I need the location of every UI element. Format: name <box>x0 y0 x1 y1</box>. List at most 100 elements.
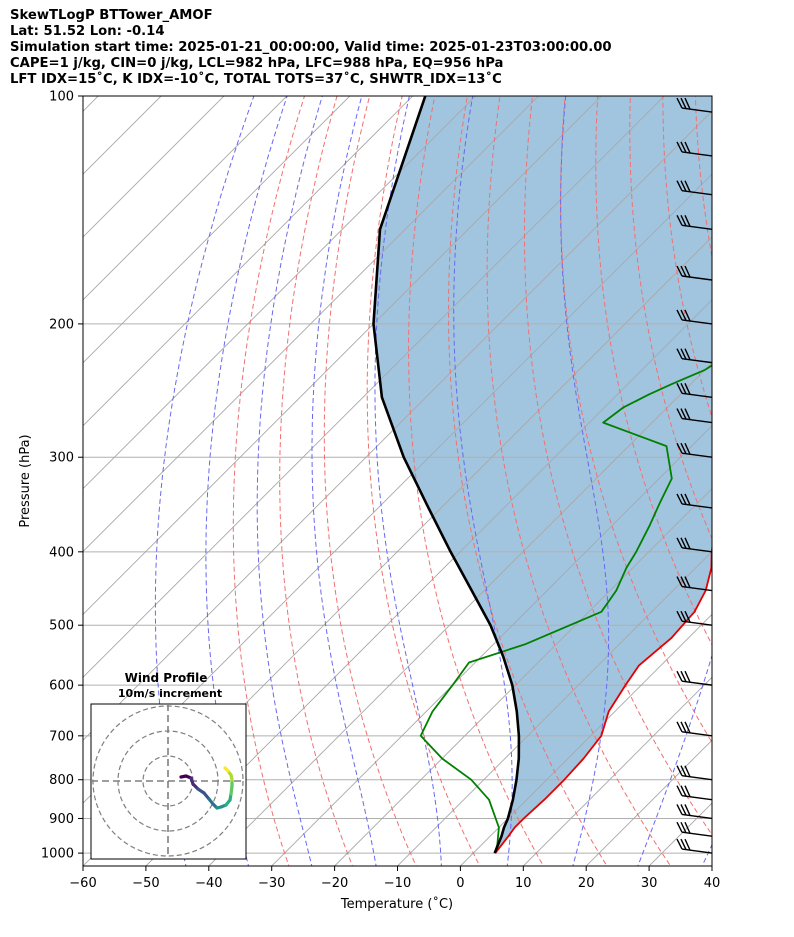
wind-barb-feather <box>676 215 683 226</box>
isotherm-line <box>83 96 225 238</box>
wind-barb-feather <box>684 821 691 834</box>
dry-adiabat-line <box>524 96 712 836</box>
wind-barb-feather <box>680 348 687 360</box>
wind-barb-feather <box>676 670 683 682</box>
x-tick-label: −20 <box>321 876 348 891</box>
time-line: Simulation start time: 2025-01-21_00:00:… <box>10 40 612 55</box>
wind-barb-feather <box>680 785 687 797</box>
isotherm-line <box>83 96 665 678</box>
wind-barb-feather <box>680 309 687 321</box>
wind-barb-staff <box>681 775 712 781</box>
wind-barb-feather <box>676 838 683 850</box>
isotherm-line <box>83 96 540 553</box>
dry-adiabat-line <box>790 61 794 884</box>
wind-barb-feather <box>676 821 683 833</box>
x-tick-label: −10 <box>384 876 411 891</box>
wind-barb-staff <box>681 503 712 509</box>
wind-barb-feather <box>680 97 687 109</box>
wind-barb-staff <box>681 107 712 113</box>
wind-barb-staff <box>681 794 712 801</box>
moist-adiabat-line <box>637 653 712 866</box>
dry-adiabat-line <box>560 96 712 744</box>
wind-barb-feather <box>684 576 691 588</box>
wind-barb-staff <box>681 224 712 231</box>
moist-adiabat-line <box>453 96 513 866</box>
wind-barb <box>676 821 712 837</box>
isotherm-line <box>396 550 712 866</box>
wind-barb-feather <box>680 537 687 549</box>
wind-barb <box>676 265 712 281</box>
wind-barb <box>676 442 712 458</box>
dry-adiabat-line <box>366 96 481 866</box>
wind-barb-feather <box>680 765 687 777</box>
wind-barb-feather <box>680 804 687 816</box>
wind-barb <box>676 804 712 820</box>
cape-shading <box>373 96 712 854</box>
wind-barb-feather <box>676 348 683 359</box>
wind-barb-feather <box>676 309 683 321</box>
wind-barb-feather <box>684 215 691 227</box>
wind-barb <box>676 180 712 196</box>
wind-barb-feather <box>684 442 691 455</box>
wind-barb <box>676 670 712 686</box>
cape-line: CAPE=1 j/kg, CIN=0 j/kg, LCL=982 hPa, LF… <box>10 56 504 71</box>
wind-barb-feather <box>676 180 683 191</box>
wind-barb-feather <box>676 141 683 153</box>
moist-adiabat-line <box>256 96 323 866</box>
y-tick-label: 100 <box>49 90 74 105</box>
location-line: Lat: 51.52 Lon: -0.14 <box>10 24 165 39</box>
wind-barb-staff <box>681 848 712 854</box>
wind-barb-feather <box>680 408 687 420</box>
wind-barb-feather <box>684 838 691 851</box>
wind-barb-feather <box>684 408 691 420</box>
wind-barb <box>676 97 712 113</box>
wind-barb <box>676 721 712 737</box>
wind-barb-feather <box>680 821 687 834</box>
y-tick-label: 1000 <box>41 847 74 862</box>
wind-barb <box>676 408 712 424</box>
wind-barb-feather <box>684 670 691 683</box>
wind-barb-feather <box>680 721 687 733</box>
wind-barb-feather <box>676 576 683 587</box>
wind-barb-feather <box>676 721 683 733</box>
wind-barb <box>676 493 712 509</box>
indices-line: LFT IDX=15˚C, K IDX=-10˚C, TOTAL TOTS=37… <box>10 72 502 87</box>
y-tick-label: 200 <box>49 317 74 332</box>
isotherm-line <box>83 110 712 741</box>
moist-adiabat-line <box>560 96 610 866</box>
wind-barb <box>676 382 712 398</box>
wind-barb-staff <box>681 319 712 325</box>
wind-barb-feather <box>676 785 683 796</box>
y-tick-label: 300 <box>49 451 74 466</box>
wind-barb-staff <box>681 731 712 737</box>
wind-barb-feather <box>684 180 691 192</box>
dry-adiabat-line <box>629 96 712 540</box>
wind-barb-feather <box>684 610 691 623</box>
wind-barb-staff <box>681 585 712 592</box>
isotherm-line <box>145 299 712 866</box>
dry-adiabat-line <box>727 61 794 884</box>
wind-barb-staff <box>681 151 712 157</box>
isotherm-line <box>459 613 712 866</box>
wind-barb-feather <box>680 382 687 395</box>
inset-title: Wind Profile <box>125 671 208 685</box>
isotherm-line <box>83 96 351 364</box>
x-tick-label: −60 <box>69 876 96 891</box>
wind-barb-staff <box>681 189 712 196</box>
wind-barb-feather <box>684 493 691 506</box>
wind-barb <box>676 576 712 592</box>
wind-barb-feather <box>684 382 691 395</box>
hodograph-segment <box>223 766 230 773</box>
wind-barb-feather <box>680 265 687 277</box>
wind-barb-staff <box>681 547 712 553</box>
wind-barb-feather <box>684 804 691 816</box>
dry-adiabat-line <box>232 96 306 866</box>
wind-barb <box>676 215 712 231</box>
wind-barb-feather <box>680 670 687 682</box>
x-tick-label: 10 <box>515 876 532 891</box>
wind-barb-feather <box>680 838 687 850</box>
isotherm-line <box>333 487 712 866</box>
wind-barb <box>676 141 712 157</box>
wind-barb <box>676 348 712 364</box>
x-tick-label: 40 <box>704 876 721 891</box>
